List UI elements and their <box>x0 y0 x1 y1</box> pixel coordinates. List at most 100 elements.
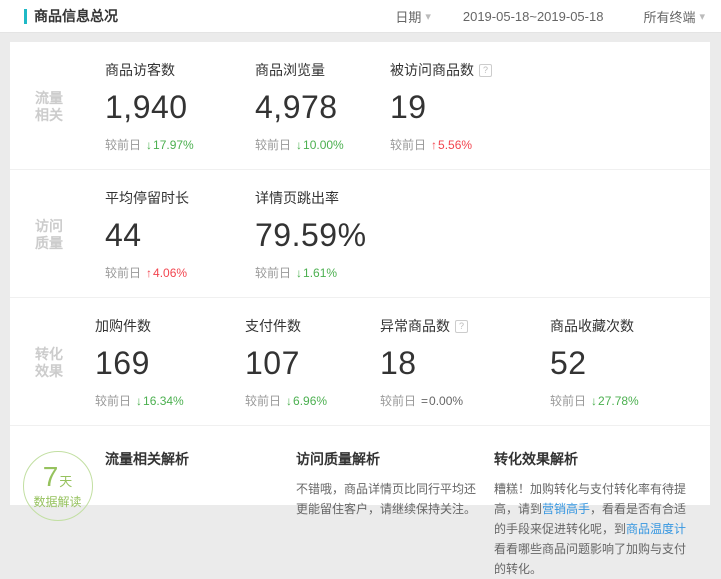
date-filter-dropdown[interactable]: 日期 ▾ <box>395 7 431 26</box>
compare-label: 较前日 <box>255 138 292 152</box>
metric-value: 79.59% <box>255 217 367 253</box>
metric-product-favorites: 商品收藏次数 52 较前日 ↓27.78% <box>550 316 710 409</box>
metric-delta: 较前日 ↑4.06% <box>105 264 255 281</box>
trend-down-icon: ↓ <box>591 394 598 408</box>
delta-percent: 0.00% <box>429 394 464 408</box>
trend-down-icon: ↓ <box>286 394 293 408</box>
insight-text: 看看哪些商品问题影响了加购与支付的转化。 <box>494 542 687 576</box>
terminal-filter-label: 所有终端 <box>643 9 696 25</box>
metric-delta: 较前日 ↓1.61% <box>255 264 390 281</box>
metric-label: 加购件数 <box>95 318 151 334</box>
metric-avg-stay-time: 平均停留时长 44 较前日 ↑4.06% <box>105 188 255 281</box>
metric-label: 支付件数 <box>245 318 301 334</box>
delta-percent: 17.97% <box>153 138 194 152</box>
insight-heading: 访问质量解析 <box>296 451 380 467</box>
chevron-down-icon: ▾ <box>425 10 431 23</box>
delta-percent: 10.00% <box>303 138 344 152</box>
compare-label: 较前日 <box>95 394 132 408</box>
trend-flat-icon: = <box>421 394 429 408</box>
compare-label: 较前日 <box>255 266 292 280</box>
category-label-visit-quality: 访问 质量 <box>35 217 63 251</box>
badge-number: 7 <box>42 460 59 492</box>
metric-value: 52 <box>550 345 587 381</box>
metric-label: 异常商品数 <box>380 318 450 334</box>
insight-traffic-analysis: 流量相关解析 <box>105 446 296 579</box>
metric-label: 商品收藏次数 <box>550 318 634 334</box>
date-range-value[interactable]: 2019-05-18~2019-05-18 <box>462 8 604 24</box>
trend-up-icon: ↑ <box>146 266 153 280</box>
page-title: 商品信息总况 <box>34 8 118 24</box>
title-accent-bar <box>24 8 27 24</box>
delta-percent: 27.78% <box>598 394 639 408</box>
metric-detail-bounce-rate: 详情页跳出率 79.59% 较前日 ↓1.61% <box>255 188 390 281</box>
metrics-row: 商品访客数 1,940 较前日 ↓17.97% 商品浏览量 4,978 较前日 ↓1… <box>105 60 710 153</box>
help-icon[interactable]: ? <box>455 319 468 333</box>
marketing-master-link[interactable]: 营销高手 <box>542 502 591 516</box>
section-conversion: 转化 效果 加购件数 169 较前日 ↓16.34% 支付件数 107 较前日 ↓6… <box>10 298 710 426</box>
product-thermometer-link[interactable]: 商品温度计 <box>626 522 687 536</box>
trend-down-icon: ↓ <box>146 138 153 152</box>
metric-product-pageviews: 商品浏览量 4,978 较前日 ↓10.00% <box>255 60 390 153</box>
metrics-row: 平均停留时长 44 较前日 ↑4.06% 详情页跳出率 79.59% 较前日 ↓1.… <box>105 188 710 281</box>
badge-wrap: 7 天 数据解读 <box>10 446 105 579</box>
metric-label: 平均停留时长 <box>105 190 189 206</box>
header-bar: 商品信息总况 日期 ▾ 2019-05-18~2019-05-18 所有终端 ▾ <box>0 0 721 33</box>
insight-conversion-analysis: 转化效果解析 糟糕！加购转化与支付转化率有待提高，请到营销高手，看看是否有合适的… <box>494 446 710 579</box>
metric-product-visitors: 商品访客数 1,940 较前日 ↓17.97% <box>105 60 255 153</box>
trend-up-icon: ↑ <box>431 138 438 152</box>
metric-value: 169 <box>95 345 150 381</box>
delta-percent: 1.61% <box>303 266 338 280</box>
delta-percent: 16.34% <box>143 394 184 408</box>
metric-delta: 较前日 ↓17.97% <box>105 136 255 153</box>
metric-value: 4,978 <box>255 89 338 125</box>
compare-label: 较前日 <box>380 394 417 408</box>
insight-heading: 流量相关解析 <box>105 451 189 467</box>
delta-percent: 4.06% <box>153 266 188 280</box>
metric-value: 1,940 <box>105 89 188 125</box>
compare-label: 较前日 <box>105 138 142 152</box>
metric-delta: 较前日 ↑5.56% <box>390 136 560 153</box>
section-visit-quality: 访问 质量 平均停留时长 44 较前日 ↑4.06% 详情页跳出率 79.59% … <box>10 170 710 298</box>
badge-caption: 数据解读 <box>33 494 82 509</box>
compare-label: 较前日 <box>390 138 427 152</box>
terminal-filter-dropdown[interactable]: 所有终端 ▾ <box>643 7 705 26</box>
metric-label: 被访问商品数 <box>390 62 474 78</box>
insight-visit-quality-analysis: 访问质量解析 不错哦，商品详情页比同行平均还更能留住客户，请继续保持关注。 <box>296 446 494 579</box>
metric-label: 详情页跳出率 <box>255 190 339 206</box>
section-traffic: 流量 相关 商品访客数 1,940 较前日 ↓17.97% 商品浏览量 4,978… <box>10 42 710 170</box>
delta-percent: 5.56% <box>438 138 473 152</box>
trend-down-icon: ↓ <box>296 138 303 152</box>
metric-visited-products: 被访问商品数? 19 较前日 ↑5.56% <box>390 60 560 153</box>
help-icon[interactable]: ? <box>479 63 492 77</box>
metric-value: 19 <box>390 89 427 125</box>
header-filters: 日期 ▾ 2019-05-18~2019-05-18 所有终端 ▾ <box>395 7 705 26</box>
compare-label: 较前日 <box>105 266 142 280</box>
metric-label: 商品访客数 <box>105 62 175 78</box>
metric-label: 商品浏览量 <box>255 62 325 78</box>
overview-card: 流量 相关 商品访客数 1,940 较前日 ↓17.97% 商品浏览量 4,978… <box>10 42 710 576</box>
delta-percent: 6.96% <box>293 394 328 408</box>
insights-section: 7 天 数据解读 流量相关解析 访问质量解析 不错哦，商品详情页比同行平均还更能… <box>10 426 710 579</box>
compare-label: 较前日 <box>245 394 282 408</box>
chevron-down-icon: ▾ <box>699 10 705 23</box>
metric-delta: 较前日 =0.00% <box>380 392 550 409</box>
date-filter-label: 日期 <box>395 9 422 25</box>
insight-body: 糟糕！加购转化与支付转化率有待提高，请到营销高手，看看是否有合适的手段来促进转化… <box>494 479 692 579</box>
metric-delta: 较前日 ↓27.78% <box>550 392 710 409</box>
trend-down-icon: ↓ <box>296 266 303 280</box>
category-label-conversion: 转化 效果 <box>35 345 63 379</box>
insight-heading: 转化效果解析 <box>494 451 578 467</box>
metric-abnormal-products: 异常商品数? 18 较前日 =0.00% <box>380 316 550 409</box>
category-label-traffic: 流量 相关 <box>35 89 63 123</box>
trend-down-icon: ↓ <box>136 394 143 408</box>
seven-day-insight-badge: 7 天 数据解读 <box>22 451 93 521</box>
compare-label: 较前日 <box>550 394 587 408</box>
metric-delta: 较前日 ↓16.34% <box>95 392 245 409</box>
metric-cart-adds: 加购件数 169 较前日 ↓16.34% <box>95 316 245 409</box>
metric-delta: 较前日 ↓6.96% <box>245 392 380 409</box>
metric-value: 44 <box>105 217 142 253</box>
badge-unit: 天 <box>59 473 73 489</box>
metric-delta: 较前日 ↓10.00% <box>255 136 390 153</box>
metric-value: 107 <box>245 345 300 381</box>
metric-value: 18 <box>380 345 417 381</box>
